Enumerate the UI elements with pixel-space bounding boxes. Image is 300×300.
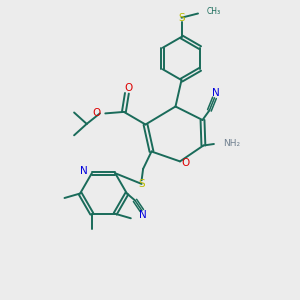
Text: O: O (181, 158, 189, 168)
Text: N: N (80, 166, 87, 176)
Text: S: S (138, 179, 145, 189)
Text: S: S (178, 13, 185, 23)
Text: O: O (92, 108, 101, 118)
Text: N: N (139, 210, 147, 220)
Text: NH₂: NH₂ (223, 139, 240, 148)
Text: CH₃: CH₃ (206, 7, 220, 16)
Text: O: O (124, 83, 133, 93)
Text: N: N (212, 88, 220, 98)
